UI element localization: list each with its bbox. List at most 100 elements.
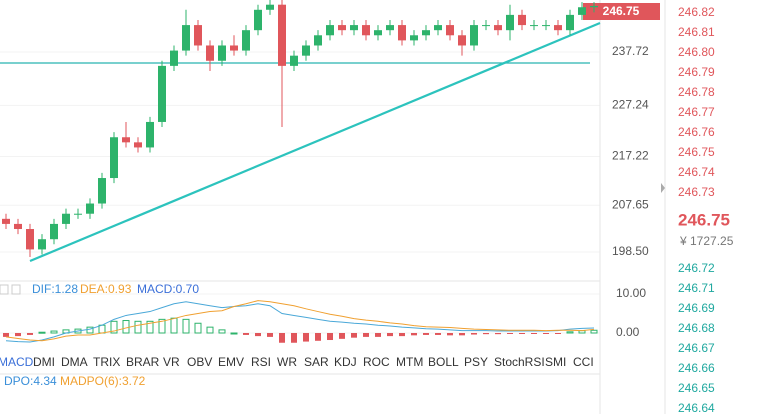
indicator-tab[interactable]: CCI bbox=[573, 355, 594, 369]
macd-bar bbox=[471, 332, 477, 335]
trend-line bbox=[29, 21, 601, 263]
macd-bar bbox=[339, 332, 345, 339]
macd-bar bbox=[399, 332, 405, 337]
candle-body bbox=[14, 223, 22, 230]
macd-bar bbox=[543, 332, 549, 334]
indicator-tab[interactable]: RSI bbox=[251, 355, 271, 369]
ask-price: 246.78 bbox=[678, 85, 715, 99]
ask-price: 246.74 bbox=[678, 165, 715, 179]
candle-body bbox=[194, 25, 202, 46]
macd-bar bbox=[206, 326, 214, 334]
macd-bar bbox=[447, 332, 453, 336]
indicator-tab[interactable]: MACD bbox=[0, 355, 34, 369]
price-badge bbox=[583, 3, 660, 20]
bid-price: 246.68 bbox=[678, 321, 715, 335]
candle-body bbox=[434, 25, 442, 31]
candle-body bbox=[74, 213, 82, 215]
candle-body bbox=[302, 45, 310, 56]
candle-body bbox=[422, 30, 430, 36]
indicator-tab[interactable]: TRIX bbox=[93, 355, 120, 369]
macd-bar bbox=[555, 332, 561, 334]
macd-bar bbox=[507, 332, 513, 334]
side-price: 246.75 bbox=[678, 210, 730, 229]
macd-bar bbox=[134, 320, 142, 334]
macd-bar bbox=[566, 331, 574, 334]
macd-bar bbox=[218, 329, 226, 334]
candle-body bbox=[578, 7, 586, 15]
indicator-tab[interactable]: PSY bbox=[464, 355, 488, 369]
indicator-tab[interactable]: BRAR bbox=[126, 355, 160, 369]
indicator-tab[interactable]: EMV bbox=[218, 355, 244, 369]
macd-bar bbox=[110, 320, 118, 334]
macd-bar bbox=[15, 332, 21, 337]
ask-price: 246.80 bbox=[678, 45, 715, 59]
candle-body bbox=[134, 142, 142, 148]
indicator-tab[interactable]: DMA bbox=[61, 355, 88, 369]
candle-body bbox=[374, 30, 382, 36]
dpo-legend: MADPO(6):3.72 bbox=[60, 374, 146, 388]
bid-price: 246.69 bbox=[678, 301, 715, 315]
macd-bar bbox=[519, 332, 525, 334]
indicator-tab[interactable]: VR bbox=[163, 355, 180, 369]
candle-body bbox=[410, 35, 418, 41]
candle-body bbox=[110, 137, 118, 179]
candle-body bbox=[554, 25, 562, 31]
candle-body bbox=[482, 25, 490, 27]
candle-body bbox=[362, 25, 370, 36]
indicator-tab[interactable]: MTM bbox=[396, 355, 423, 369]
macd-bar bbox=[495, 332, 501, 335]
macd-bar bbox=[375, 332, 381, 337]
macd-bar bbox=[122, 320, 130, 334]
macd-bar bbox=[387, 332, 393, 337]
candle-body bbox=[98, 178, 106, 204]
macd-bar bbox=[327, 332, 333, 341]
candle-body bbox=[86, 203, 94, 214]
collapse-arrow[interactable] bbox=[661, 183, 665, 193]
macd-bar bbox=[255, 332, 261, 337]
dpo-legend: DPO:4.34 bbox=[4, 374, 57, 388]
indicator-tab[interactable]: ROC bbox=[363, 355, 390, 369]
macd-bar bbox=[435, 332, 441, 335]
candle-body bbox=[530, 25, 538, 27]
macd-legend: DIF:1.28 bbox=[32, 282, 78, 296]
dif-line bbox=[5, 301, 595, 343]
candle-body bbox=[398, 25, 406, 41]
macd-bar bbox=[230, 332, 238, 335]
indicator-tab[interactable]: KDJ bbox=[334, 355, 357, 369]
indicator-tab[interactable]: OBV bbox=[187, 355, 212, 369]
candle-body bbox=[458, 35, 466, 46]
candle-body bbox=[242, 30, 250, 51]
y-tick-label: 227.24 bbox=[612, 98, 649, 112]
macd-bar bbox=[459, 332, 465, 336]
y-tick-label: 0.00 bbox=[616, 325, 640, 339]
icon[interactable] bbox=[11, 284, 21, 295]
y-tick-label: 207.65 bbox=[612, 197, 649, 211]
ask-price: 246.76 bbox=[678, 125, 715, 139]
price-badge-label: 246.75 bbox=[603, 4, 640, 18]
indicator-tab[interactable]: BOLL bbox=[428, 355, 459, 369]
dea-line bbox=[5, 300, 595, 342]
side-cny: ¥ 1727.25 bbox=[679, 234, 734, 248]
candle-body bbox=[122, 137, 130, 143]
candle-body bbox=[2, 218, 10, 224]
candle-body bbox=[350, 25, 358, 31]
candle-body bbox=[182, 25, 190, 51]
icon[interactable] bbox=[0, 284, 9, 295]
indicator-tab[interactable]: SAR bbox=[304, 355, 329, 369]
candle-body bbox=[26, 229, 34, 250]
indicator-tab[interactable]: SMI bbox=[545, 355, 566, 369]
indicator-tab[interactable]: StochRSI bbox=[494, 355, 545, 369]
candle-body bbox=[158, 65, 166, 122]
macd-bar bbox=[423, 332, 429, 335]
macd-bar bbox=[411, 332, 417, 336]
candle-body bbox=[542, 25, 550, 27]
macd-bar bbox=[170, 317, 178, 334]
candle-body bbox=[62, 213, 70, 224]
macd-bar bbox=[3, 332, 9, 337]
candle-body bbox=[338, 25, 346, 31]
candle-body bbox=[566, 14, 574, 31]
candle-body bbox=[518, 14, 526, 26]
indicator-tab[interactable]: DMI bbox=[33, 355, 55, 369]
indicator-tab[interactable]: WR bbox=[277, 355, 297, 369]
